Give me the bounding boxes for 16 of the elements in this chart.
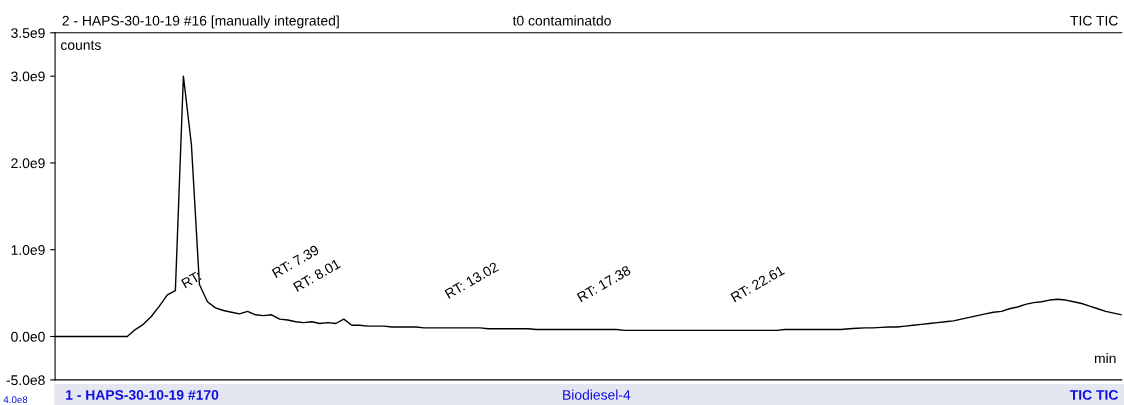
x-axis-title: min (1094, 353, 1116, 364)
text: 1 - HAPS-30-10-19 #170 (66, 389, 219, 400)
y-axis-title: counts (61, 40, 101, 50)
text: Biodiesel-4 (563, 389, 631, 400)
text: TIC TIC (1070, 15, 1118, 26)
chart-subtitle: t0 contaminatdo (512, 15, 611, 26)
y-tick-label: 3.0e9 (11, 71, 45, 82)
y-tick-label: -5.0e8 (6, 375, 45, 386)
text: 4.0e8 (3, 396, 28, 404)
text: TIC TIC (1069, 389, 1118, 400)
y-tick-label: 3.5e9 (11, 28, 45, 38)
y-tick-label: 2.0e9 (11, 158, 45, 169)
y-tick-label: 1.0e9 (11, 245, 45, 255)
chart-title: 2 - HAPS-30-10-19 #16 [manually integrated] (62, 15, 339, 29)
y-tick-label: 0.0e0 (11, 331, 45, 342)
annotation: RT: (181, 270, 202, 289)
